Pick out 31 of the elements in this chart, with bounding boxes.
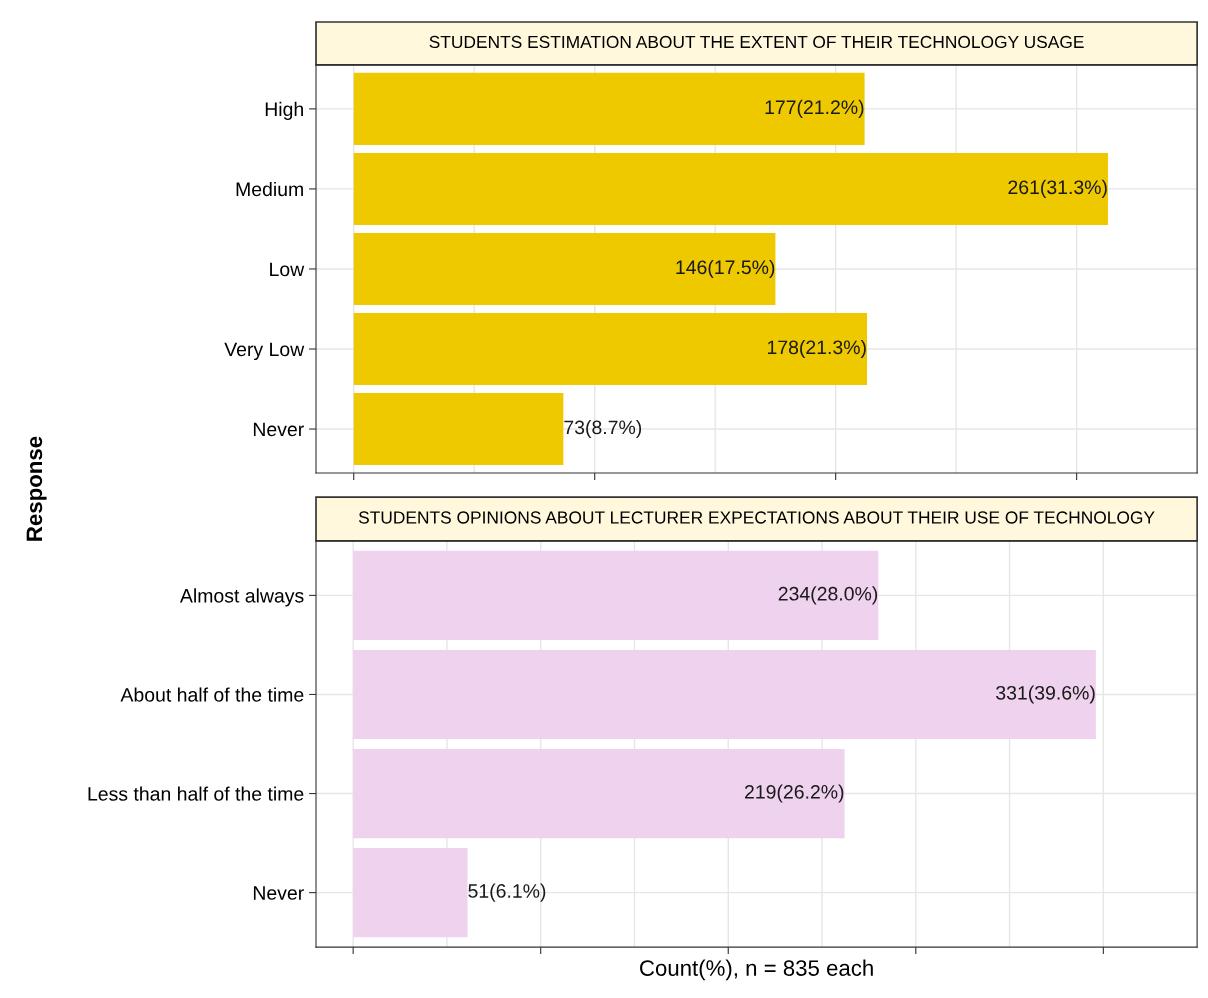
data-label: 261(31.3%) — [1008, 179, 1107, 198]
y-tick-label: About half of the time — [120, 687, 304, 702]
chart-title: STUDENTS ESTIMATION ABOUT THE EXTENT OF THEIR TECHNOLOGY USAGE — [429, 35, 1084, 49]
bar — [353, 312, 867, 386]
bar — [353, 152, 1108, 225]
data-label: 73(8.7%) — [564, 419, 642, 439]
bar — [353, 748, 845, 839]
bar — [353, 232, 776, 305]
y-axis-title: Response — [26, 436, 47, 541]
y-tick-label: Less than half of the time — [88, 786, 304, 801]
x-axis-title: Count(%), n = 835 each — [640, 959, 873, 981]
data-label: 177(21.2%) — [765, 99, 864, 118]
chart-title: STUDENTS OPINIONS ABOUT LECTURER EXPECTATIONS ABOUT THEIR USE OF TECHNOLOGY — [358, 511, 1155, 524]
y-tick-label: Never — [253, 422, 304, 437]
y-tick-label: Very Low — [224, 342, 305, 361]
data-label: 178(21.3%) — [767, 339, 866, 359]
y-tick-label: Low — [270, 262, 305, 277]
bar — [353, 848, 468, 938]
y-tick-label: Never — [253, 886, 304, 900]
y-tick-label: Medium — [236, 181, 303, 197]
data-label: 219(26.2%) — [744, 784, 844, 803]
y-tick-label: High — [265, 101, 303, 120]
y-tick-label: Almost always — [179, 588, 304, 607]
data-label: 234(28.0%) — [778, 586, 878, 605]
bar — [353, 72, 865, 145]
bar — [353, 550, 879, 640]
data-label: 146(17.5%) — [676, 259, 775, 279]
bar — [353, 649, 1096, 740]
data-label: 331(39.6%) — [996, 685, 1095, 704]
data-label: 51(6.1%) — [468, 883, 546, 902]
bar — [353, 393, 564, 466]
